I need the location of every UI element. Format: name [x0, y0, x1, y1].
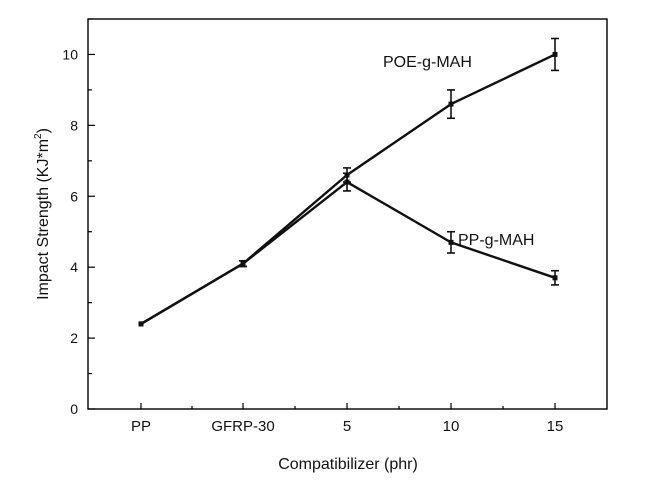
- data-point: [240, 261, 246, 267]
- axes: [87, 18, 608, 410]
- y-tick-label: 10: [62, 46, 78, 62]
- data-point: [448, 101, 454, 107]
- x-tick-label: 5: [343, 418, 351, 435]
- plot-frame: [87, 18, 608, 410]
- data-point: [344, 179, 350, 185]
- y-tick-label: 2: [70, 330, 78, 346]
- data-point: [448, 239, 454, 245]
- data-point: [552, 275, 558, 281]
- series-layer: [138, 37, 559, 327]
- y-axis-label-superscript: 2: [33, 133, 44, 139]
- y-axis-ticks: 0 2 4 6 8 10: [62, 18, 95, 417]
- series-label: POE-g-MAH: [383, 54, 472, 71]
- y-tick-label: 8: [70, 117, 78, 133]
- series-labels: POE-g-MAH PP-g-MAH: [383, 54, 534, 249]
- series-line: [140, 53, 556, 325]
- x-tick-label: 15: [547, 418, 564, 435]
- series-label: PP-g-MAH: [458, 232, 534, 249]
- y-axis-label-close: ): [35, 128, 52, 133]
- y-tick-label: 6: [70, 188, 78, 204]
- data-point: [552, 51, 558, 57]
- y-axis-label: Impact Strength (KJ*m2): [33, 128, 52, 300]
- x-axis-ticks: PP GFRP-30 5 10 15: [131, 403, 563, 435]
- y-tick-label: 0: [70, 401, 78, 417]
- x-tick-label: GFRP-30: [211, 418, 274, 435]
- y-axis-label-main: Impact Strength (KJ*m: [35, 139, 52, 300]
- x-tick-label: 10: [443, 418, 460, 435]
- data-point: [138, 321, 144, 327]
- series-pp-g-mah: [138, 172, 559, 327]
- y-tick-label: 4: [70, 259, 78, 275]
- x-axis-label: Compatibilizer (phr): [278, 456, 418, 473]
- x-tick-label: PP: [131, 418, 151, 435]
- series-line: [140, 180, 556, 325]
